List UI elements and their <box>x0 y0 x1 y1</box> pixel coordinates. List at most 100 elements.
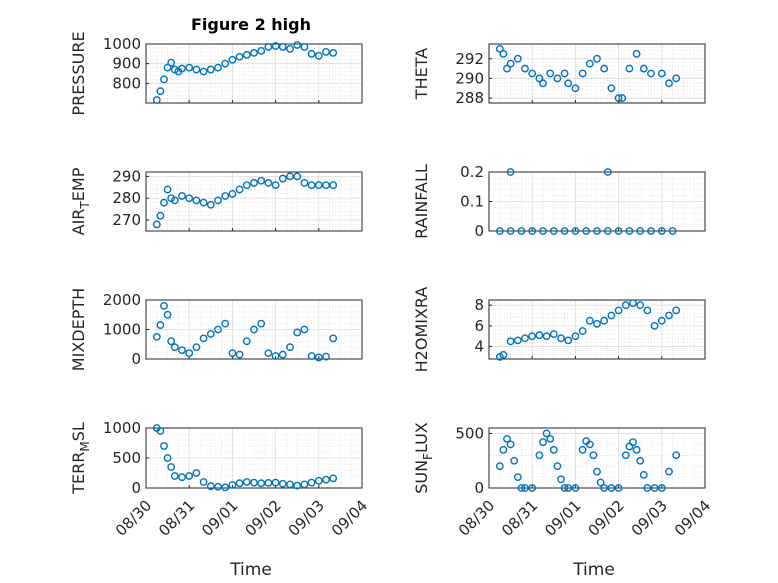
x-tick-label: 09/02 <box>584 496 627 539</box>
data-point <box>650 321 659 330</box>
data-point <box>264 478 273 487</box>
data-point <box>528 332 537 341</box>
data-point <box>521 334 529 343</box>
y-tick-label: 1000 <box>103 321 141 339</box>
data-point <box>672 306 681 315</box>
data-point <box>603 168 612 176</box>
data-point <box>163 310 172 319</box>
y-tick-label: 2000 <box>103 291 141 309</box>
data-point <box>600 316 609 325</box>
data-point <box>585 440 594 449</box>
data-point <box>647 69 655 78</box>
subplot-8: 0 500 SUNFLUX 08/30 08/31 09/01 09/02 09/03 09/0… <box>412 422 714 540</box>
data-point <box>286 480 294 489</box>
data-point <box>185 349 194 357</box>
data-point <box>214 63 222 72</box>
data-point <box>163 185 172 194</box>
data-point <box>206 65 215 74</box>
data-point <box>322 181 330 190</box>
data-point <box>614 94 623 102</box>
data-point <box>152 96 161 104</box>
data-point <box>293 328 302 337</box>
subplot-7: 0 500 1000 TERRMSL 08/30 08/31 09/01 09/02 09/03… <box>69 419 371 540</box>
data-point <box>539 79 547 88</box>
data-point <box>192 343 201 352</box>
data-point <box>192 65 201 74</box>
data-point <box>228 349 237 357</box>
data-point <box>286 45 294 53</box>
data-point <box>607 84 616 93</box>
y-tick-label: 0 <box>131 350 141 368</box>
data-point <box>657 227 666 235</box>
data-point <box>657 316 666 325</box>
data-point <box>513 336 522 345</box>
x-tick-label: 09/02 <box>241 496 284 539</box>
data-point <box>278 350 287 359</box>
data-point <box>185 63 194 72</box>
data-point <box>614 227 623 235</box>
data-point <box>535 74 544 83</box>
data-point <box>271 181 280 190</box>
data-point <box>585 316 594 325</box>
data-point <box>199 478 208 486</box>
data-point <box>564 484 573 492</box>
data-point <box>528 484 537 492</box>
y-tick-label: 8 <box>474 296 484 314</box>
data-point <box>506 227 515 235</box>
y-tick-label: 292 <box>455 50 484 68</box>
y-tick-label: 270 <box>112 211 141 229</box>
data-point <box>521 64 529 73</box>
data-point <box>499 49 508 58</box>
data-point <box>629 438 637 447</box>
data-point <box>506 440 515 449</box>
data-point <box>156 321 165 329</box>
y-tick-label: 0 <box>474 479 484 497</box>
data-point <box>603 227 612 235</box>
data-point <box>571 484 580 492</box>
data-point <box>571 332 580 341</box>
data-point <box>571 84 580 93</box>
data-point <box>160 198 168 207</box>
axes-box <box>145 43 363 104</box>
axes-box <box>488 43 706 104</box>
data-point <box>665 311 673 320</box>
subplot-4: 0 0.1 0.2 RAINFALL <box>412 163 706 240</box>
y-tick-label: 288 <box>455 89 484 107</box>
data-point <box>657 69 666 78</box>
data-point <box>170 343 179 352</box>
y-tick-label: 4 <box>474 338 484 356</box>
y-axis-label: SUNFLUX <box>412 422 435 494</box>
data-point <box>578 445 587 454</box>
data-point <box>206 330 215 338</box>
data-point <box>636 456 645 465</box>
data-point <box>271 352 280 360</box>
data-point <box>257 46 266 55</box>
data-point <box>278 479 287 488</box>
data-point <box>322 352 330 361</box>
data-point <box>307 478 316 487</box>
x-tick-label: 08/30 <box>112 496 155 539</box>
data-point <box>192 469 201 477</box>
data-point <box>528 69 537 78</box>
figure-title: Figure 2 high <box>191 15 311 34</box>
axes-box <box>488 299 706 360</box>
data-point <box>614 306 623 315</box>
y-tick-label: 500 <box>455 424 484 442</box>
data-point <box>286 172 294 181</box>
data-point <box>250 478 258 487</box>
data-point <box>235 350 244 359</box>
data-point <box>206 200 215 209</box>
data-point <box>152 220 161 229</box>
data-point <box>235 479 244 488</box>
data-point <box>625 227 634 235</box>
data-point <box>621 451 630 460</box>
x-axis-label-left: Time <box>229 560 272 580</box>
data-point <box>639 64 648 73</box>
data-point <box>571 227 580 235</box>
subplot-5: 0 1000 2000 MIXDEPTH <box>69 288 363 371</box>
x-tick-label: 09/03 <box>285 496 328 539</box>
data-point <box>521 484 529 492</box>
data-point <box>506 337 515 346</box>
data-point <box>300 43 309 51</box>
